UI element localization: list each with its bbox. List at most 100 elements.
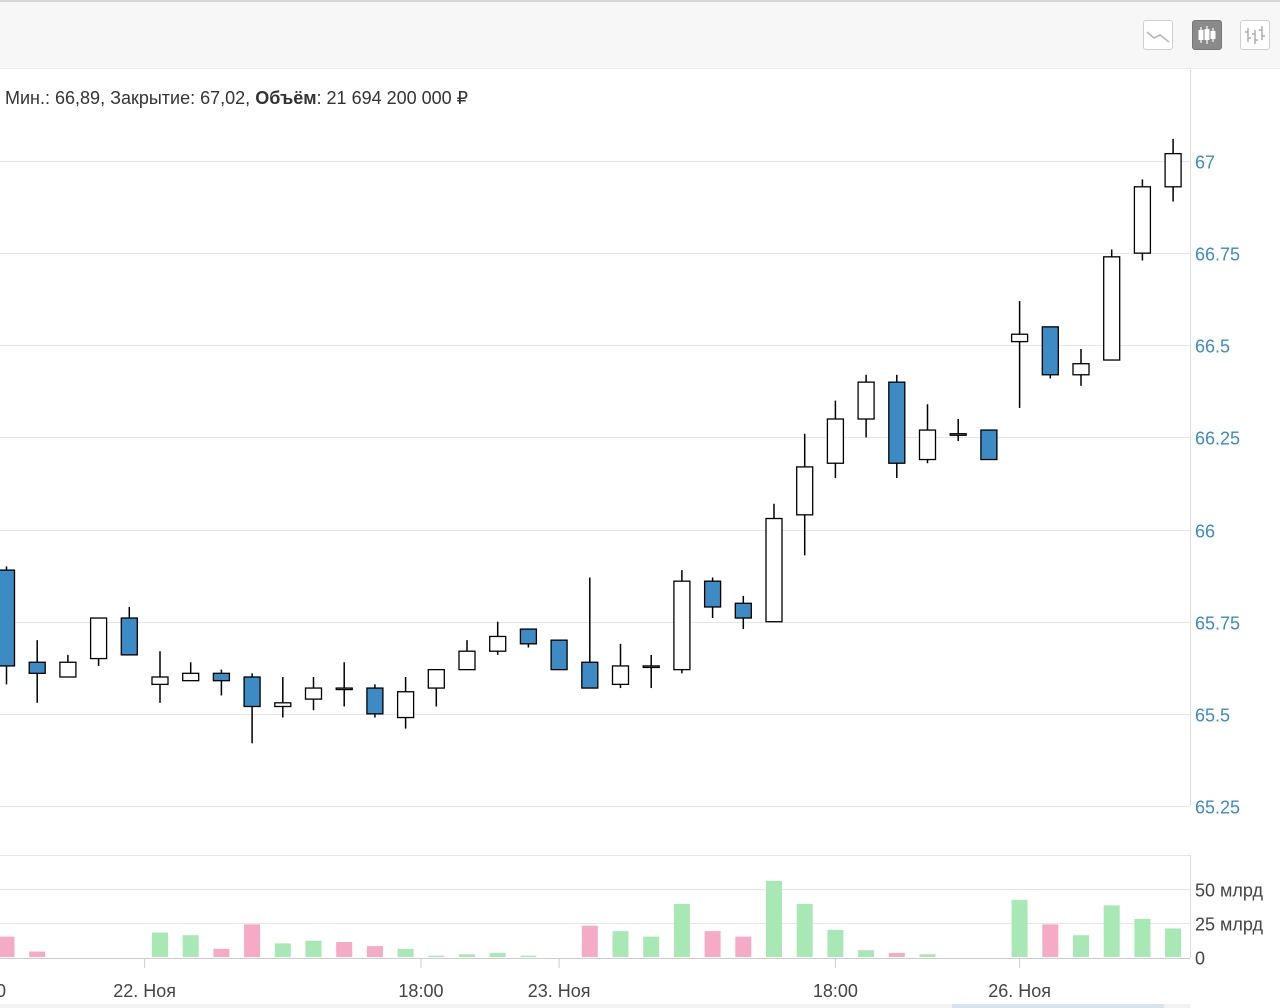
volume-bar[interactable]	[0, 936, 15, 957]
candle-body-down[interactable]	[1041, 326, 1059, 376]
tooltip-close-value: 67,02	[200, 88, 246, 108]
candle-body-up[interactable]	[427, 668, 445, 689]
volume-bar[interactable]	[29, 951, 46, 957]
time-tick-label: 18:00	[398, 981, 443, 1001]
candle-body-up[interactable]	[1010, 333, 1029, 343]
candle-body-down[interactable]	[28, 661, 46, 674]
volume-tick-label: 25 млрд	[1195, 915, 1263, 935]
candle-body-up[interactable]	[918, 429, 937, 461]
line-chart-button[interactable]	[1143, 20, 1173, 50]
volume-bar[interactable]	[1103, 905, 1120, 957]
candle-body-up[interactable]	[489, 635, 507, 652]
volume-bar[interactable]	[704, 931, 721, 957]
volume-bar[interactable]	[489, 952, 506, 957]
volume-bar[interactable]	[520, 955, 537, 957]
candle-body-up[interactable]	[274, 702, 292, 708]
navigator-selection[interactable]	[952, 1004, 1164, 1008]
volume-bar[interactable]	[305, 940, 322, 957]
candle-body-up[interactable]	[335, 687, 353, 691]
candle-body-up[interactable]	[304, 687, 323, 700]
ohlc-tooltip: Мин.: 66,89, Закрытие: 67,02, Объём: 21 …	[5, 88, 469, 108]
candle-body-down[interactable]	[734, 602, 752, 619]
time-tick-label: 26. Ноя	[988, 981, 1051, 1001]
candle-body-up[interactable]	[458, 650, 476, 671]
volume-bar[interactable]	[643, 936, 660, 957]
candle-body-up[interactable]	[765, 517, 783, 623]
candle-body-down[interactable]	[888, 381, 906, 464]
candle-body-up[interactable]	[1103, 256, 1121, 361]
volume-bar[interactable]	[673, 903, 690, 957]
candle-body-down[interactable]	[0, 569, 16, 667]
candle-body-down[interactable]	[980, 429, 998, 461]
volume-bar[interactable]	[213, 948, 230, 957]
candle-body-up[interactable]	[857, 381, 875, 420]
price-tick-label: 65.25	[1195, 798, 1240, 818]
candle-body-down[interactable]	[212, 672, 231, 682]
candle-body-up[interactable]	[1133, 186, 1152, 254]
volume-bar[interactable]	[581, 925, 598, 957]
tooltip-volume-label: Объём	[255, 88, 317, 108]
volume-bar[interactable]	[1073, 935, 1089, 957]
tooltip-low-value: 66,89	[55, 88, 101, 108]
candle-body-down[interactable]	[243, 676, 261, 708]
toolbar-top-border	[0, 0, 1280, 2]
volume-bar[interactable]	[274, 943, 291, 957]
price-tick-label: 66.75	[1195, 245, 1240, 265]
volume-tick-label: 0	[1195, 949, 1205, 969]
volume-bar[interactable]	[766, 880, 782, 957]
candle-body-down[interactable]	[366, 687, 384, 715]
price-tick-label: 65.5	[1195, 706, 1230, 726]
price-tick-label: 66.5	[1195, 337, 1230, 357]
volume-bar[interactable]	[1011, 899, 1028, 957]
candle-body-down[interactable]	[581, 661, 599, 689]
candlestick-chart-button[interactable]	[1192, 20, 1222, 50]
volume-bar[interactable]	[919, 954, 936, 957]
candle-body-up[interactable]	[182, 672, 200, 682]
candle-body-down[interactable]	[550, 639, 568, 671]
candle-body-up[interactable]	[89, 617, 108, 660]
volume-bar[interactable]	[735, 936, 752, 957]
chart-toolbar	[0, 0, 1280, 69]
volume-bar[interactable]	[459, 954, 475, 957]
candle-body-up[interactable]	[59, 661, 77, 678]
candle-body-up[interactable]	[1164, 152, 1182, 188]
volume-bar[interactable]	[366, 946, 383, 957]
candle-body-down[interactable]	[703, 580, 722, 608]
candle-body-up[interactable]	[396, 691, 415, 719]
ohlc-chart-button[interactable]	[1240, 20, 1270, 50]
volume-bar[interactable]	[1042, 924, 1059, 957]
candle-body-up[interactable]	[1072, 363, 1090, 376]
volume-bar[interactable]	[888, 952, 905, 957]
navigator-strip[interactable]	[0, 1004, 1190, 1008]
candle-body-down[interactable]	[519, 628, 538, 645]
time-tick-label: 23. Ноя	[528, 981, 591, 1001]
candle-body-up[interactable]	[826, 418, 845, 464]
volume-bar[interactable]	[336, 942, 353, 957]
candle-body-up[interactable]	[949, 433, 967, 436]
volume-bar[interactable]	[182, 935, 199, 957]
candle-body-up[interactable]	[151, 676, 169, 686]
candle-body-up[interactable]	[611, 665, 630, 686]
tooltip-volume-value: 21 694 200 000 ₽	[326, 88, 469, 108]
volume-bar[interactable]	[1165, 928, 1182, 957]
volume-bar[interactable]	[428, 955, 445, 957]
volume-bar[interactable]	[796, 903, 813, 957]
volume-bar[interactable]	[397, 948, 414, 957]
volume-bar[interactable]	[827, 929, 844, 957]
price-tick-label: 65.75	[1195, 614, 1240, 634]
volume-bar[interactable]	[1134, 918, 1151, 957]
volume-bar[interactable]	[612, 931, 629, 957]
time-tick-label: 22. Ноя	[113, 981, 176, 1001]
candle-body-up[interactable]	[642, 665, 660, 669]
volume-bar[interactable]	[244, 924, 261, 957]
ohlc-bars-icon	[1245, 26, 1265, 44]
line-chart-icon	[1146, 31, 1170, 43]
candle-body-up[interactable]	[673, 580, 691, 671]
candle-body-up[interactable]	[796, 466, 814, 516]
volume-tick-label: 50 млрд	[1195, 881, 1263, 901]
volume-bar[interactable]	[858, 950, 875, 957]
volume-bar[interactable]	[152, 932, 168, 957]
price-tick-label: 66	[1195, 522, 1215, 542]
candle-body-down[interactable]	[120, 617, 138, 656]
